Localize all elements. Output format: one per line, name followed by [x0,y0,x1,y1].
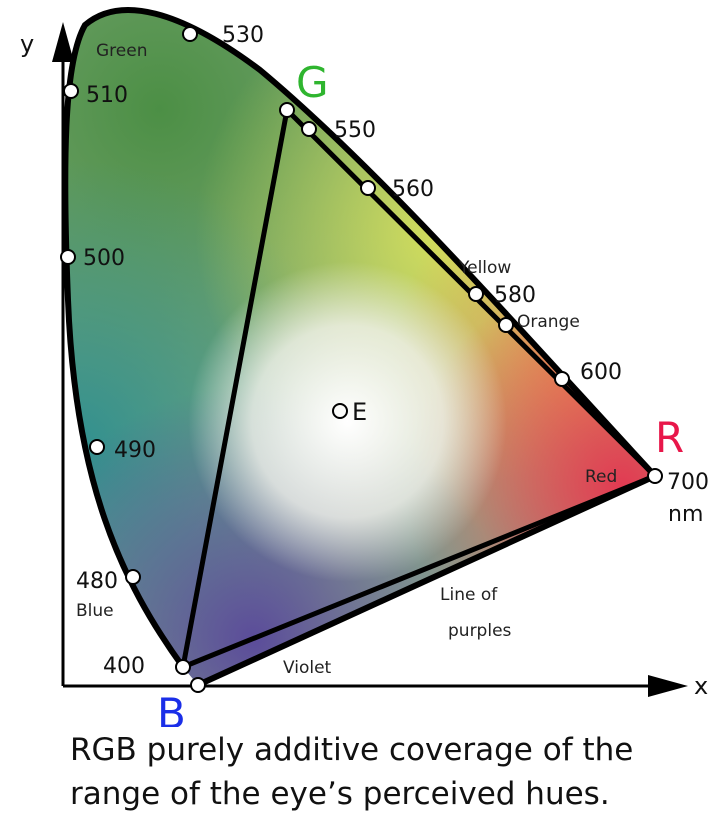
marker-580 [468,286,484,302]
name-green: Green [96,41,147,61]
name-line-of: Line of [440,585,498,605]
label-600: 600 [580,360,622,385]
marker-500 [60,249,76,265]
label-500: 500 [83,246,125,271]
label-530: 530 [222,23,264,48]
name-blue: Blue [76,601,114,621]
name-red: Red [585,467,617,487]
color-names: Green Yellow Orange Red Blue Violet Line… [76,41,617,678]
marker-480 [125,569,141,585]
white-point-marker [332,403,348,419]
x-axis-arrow [648,675,688,697]
wavelength-labels: 530 510 550 560 500 580 600 490 700 nm 4… [76,23,709,679]
label-490: 490 [114,438,156,463]
name-violet: Violet [283,658,332,678]
primary-label-b: B [157,689,186,727]
marker-orange [498,317,514,333]
line-of-purples [196,473,657,688]
primary-label-g: G [296,58,329,107]
name-purples: purples [448,621,512,641]
marker-490 [89,439,105,455]
marker-violet [190,677,206,693]
name-yellow: Yellow [458,258,511,278]
wavelength-markers [60,26,663,693]
name-orange: Orange [517,312,580,332]
label-560: 560 [392,177,434,202]
label-550: 550 [334,118,376,143]
y-axis-arrow [52,22,74,62]
label-480: 480 [76,569,118,594]
label-700: 700 [667,470,709,495]
marker-400 [175,659,191,675]
chromaticity-chart: y x 530 510 550 560 500 580 600 490 700 … [20,7,709,738]
marker-g [279,102,295,118]
white-point-label: E [352,398,367,426]
label-510: 510 [86,83,128,108]
marker-560 [360,180,376,196]
primary-label-r: R [655,413,684,462]
spectral-locus [62,7,658,670]
label-580: 580 [494,283,536,308]
marker-530 [182,26,198,42]
marker-550 [301,121,317,137]
x-axis-label: x [694,672,708,700]
label-400: 400 [103,654,145,679]
label-nm: nm [668,502,703,527]
marker-510 [63,83,79,99]
caption-line-2: range of the eye’s perceived hues. [70,776,610,812]
marker-700 [647,468,663,484]
y-axis-label: y [20,30,34,58]
caption-line-1: RGB purely additive coverage of the [70,732,634,768]
marker-600 [554,371,570,387]
